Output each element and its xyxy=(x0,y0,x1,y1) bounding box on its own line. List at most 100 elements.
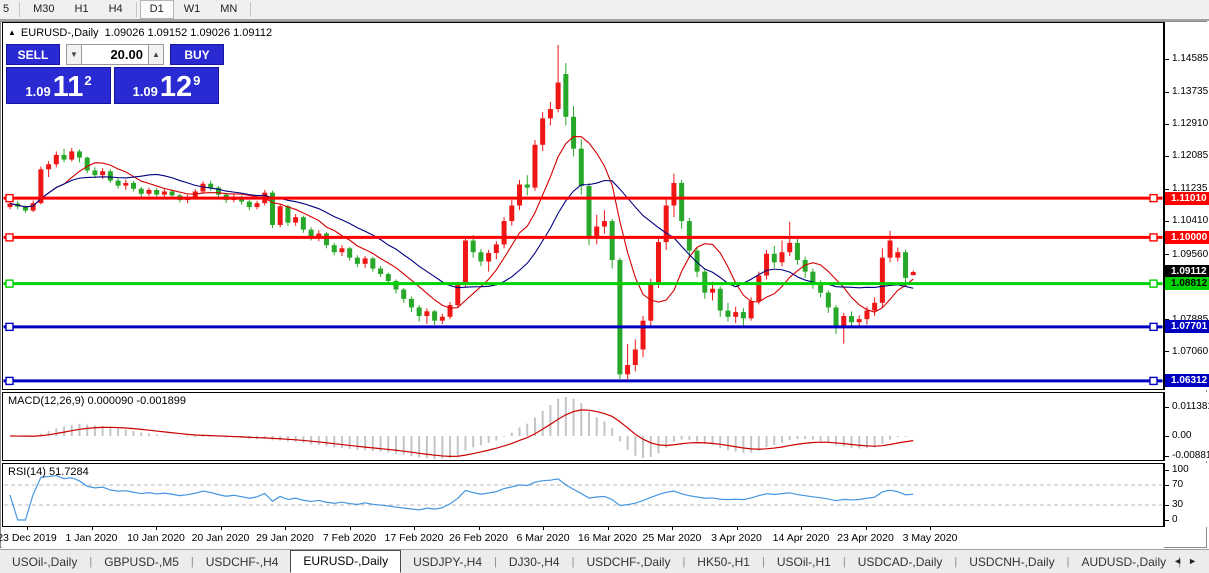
candle-body xyxy=(509,205,515,222)
price-scale[interactable]: 1.14585 1.13735 1.12910 1.12085 1.11235 1.104… xyxy=(1164,22,1209,390)
tab-USDJPY-H4[interactable]: USDJPY-,H4 xyxy=(413,554,483,569)
candle-body xyxy=(887,240,893,258)
volume-increase-button[interactable]: ▲ xyxy=(148,44,164,65)
line-drag-handle[interactable] xyxy=(5,322,14,332)
tab-EURUSD-Daily[interactable]: EURUSD-,Daily xyxy=(290,550,402,573)
price-marker-1.07701: 1.07701 xyxy=(1165,320,1209,334)
volume-decrease-button[interactable]: ▼ xyxy=(66,44,82,65)
collapse-panel-icon[interactable]: ▲ xyxy=(8,28,16,37)
candle-body xyxy=(200,183,206,192)
scroll-right-icon[interactable]: ► xyxy=(1188,556,1203,566)
buy-price-box[interactable]: 1.09 12 9 xyxy=(114,67,219,104)
candle-body xyxy=(625,365,631,375)
trade-controls-row: SELL ▼ 20.00 ▲ BUY xyxy=(6,44,224,65)
sell-price-box[interactable]: 1.09 11 2 xyxy=(6,67,111,104)
macd-scale[interactable]: 0.011381 0.00 -0.00881 xyxy=(1164,392,1209,461)
candle-body xyxy=(331,245,337,253)
tf-button-5[interactable]: 5 xyxy=(3,3,10,15)
tab-USDCHF-H4[interactable]: USDCHF-,H4 xyxy=(205,554,279,569)
tab-AUDUSD-Daily[interactable]: AUDUSD-,Daily xyxy=(1081,554,1167,569)
time-tick xyxy=(414,527,415,530)
scroll-left-icon[interactable]: ◄ xyxy=(1173,556,1189,566)
line-drag-handle[interactable] xyxy=(5,193,14,203)
rsi-scale[interactable]: 100 70 30 0 xyxy=(1164,463,1209,527)
candle-body xyxy=(393,280,399,290)
line-drag-handle[interactable] xyxy=(5,376,14,386)
candle-body xyxy=(671,182,677,206)
ma-slow-line xyxy=(9,173,914,289)
tab-GBPUSD-M5[interactable]: GBPUSD-,M5 xyxy=(104,554,179,569)
toolbar-separator xyxy=(135,2,137,17)
tf-button-W1[interactable]: W1 xyxy=(183,3,201,15)
line-drag-handle[interactable] xyxy=(1149,322,1158,332)
time-axis[interactable]: 23 Dec 2019 1 Jan 2020 10 Jan 2020 20 Jan 2… xyxy=(0,527,1164,548)
time-tick xyxy=(672,527,673,530)
candle-body xyxy=(362,258,368,264)
tab-separator: | xyxy=(494,555,497,568)
tf-button-M30[interactable]: M30 xyxy=(33,3,55,15)
line-drag-handle[interactable] xyxy=(1149,233,1158,242)
tab-USOil-Daily[interactable]: USOil-,Daily xyxy=(12,554,78,569)
time-tick-label: 20 Jan 2020 xyxy=(191,532,250,544)
tab-USDCAD-Daily[interactable]: USDCAD-,Daily xyxy=(857,554,943,569)
candle-body xyxy=(679,182,685,222)
time-tick xyxy=(478,527,480,530)
candle-body xyxy=(710,288,716,293)
symbol-timeframe-label: EURUSD-,Daily xyxy=(20,27,99,39)
tab-separator: | xyxy=(571,555,575,568)
candle-body xyxy=(30,203,36,211)
candle-body xyxy=(69,151,75,160)
sell-button[interactable]: SELL xyxy=(6,44,60,65)
tab-scroll-arrows[interactable]: ◄► xyxy=(1173,556,1203,566)
time-tick-label: 3 Apr 2020 xyxy=(711,532,762,544)
time-tick xyxy=(156,527,157,530)
candle-body xyxy=(84,157,90,171)
time-tick-label: 25 Mar 2020 xyxy=(642,532,702,544)
macd-frame xyxy=(2,392,1164,461)
candle-body xyxy=(601,221,607,227)
candle-body xyxy=(841,316,847,327)
candle-body xyxy=(370,258,376,269)
buy-button[interactable]: BUY xyxy=(170,44,224,65)
macd-panel[interactable] xyxy=(2,392,1164,461)
tab-USDCHF-Daily[interactable]: USDCHF-,Daily xyxy=(586,554,671,569)
candle-body xyxy=(802,259,808,272)
candle-body xyxy=(455,284,461,306)
line-drag-handle[interactable] xyxy=(1149,376,1158,386)
line-drag-handle[interactable] xyxy=(1149,279,1158,288)
macd-signal-line xyxy=(9,409,914,457)
tf-button-H1[interactable]: H1 xyxy=(74,3,89,15)
volume-input[interactable]: 20.00 xyxy=(82,44,148,65)
tab-USOil-H1[interactable]: USOil-,H1 xyxy=(776,554,831,569)
candle-body xyxy=(208,183,214,188)
rsi-tick xyxy=(1165,485,1169,486)
line-drag-handle[interactable] xyxy=(5,279,14,288)
time-tick-label: 17 Feb 2020 xyxy=(384,532,444,544)
trade-prices-row: 1.09 11 2 1.09 12 9 xyxy=(6,67,224,104)
macd-tick-label: -0.00881 xyxy=(1172,450,1209,461)
line-drag-handle[interactable] xyxy=(1149,193,1158,203)
price-tick xyxy=(1165,58,1169,60)
tf-button-H4[interactable]: H4 xyxy=(108,3,123,15)
candle-body xyxy=(655,242,661,284)
tf-button-MN[interactable]: MN xyxy=(220,3,238,15)
tab-DJ30-H4[interactable]: DJ30-,H4 xyxy=(508,554,560,569)
candle-body xyxy=(22,206,28,211)
tab-HK50-H1[interactable]: HK50-,H1 xyxy=(697,554,750,569)
candle-body xyxy=(478,252,484,262)
price-chart-plot[interactable] xyxy=(2,22,1164,390)
ma-fast-line xyxy=(9,135,914,313)
price-marker-1.06312: 1.06312 xyxy=(1165,374,1209,388)
macd-tick xyxy=(1165,436,1169,437)
rsi-panel[interactable] xyxy=(2,463,1164,527)
tab-USDCNH-Daily[interactable]: USDCNH-,Daily xyxy=(969,554,1055,569)
candle-body xyxy=(300,217,306,230)
time-tick xyxy=(220,527,222,530)
line-drag-handle[interactable] xyxy=(5,233,14,242)
macd-indicator-label: MACD(12,26,9) 0.000090 -0.001899 xyxy=(8,395,186,407)
candle-body xyxy=(532,144,538,188)
candle-body xyxy=(717,288,723,311)
tf-button-D1[interactable]: D1 xyxy=(139,0,174,19)
candle-body xyxy=(903,252,909,278)
candle-body xyxy=(779,252,785,263)
